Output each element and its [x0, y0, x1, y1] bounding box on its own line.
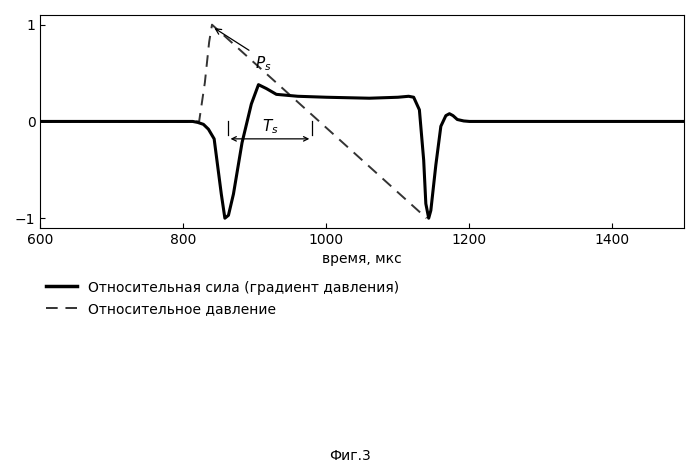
Text: Фиг.3: Фиг.3 [329, 449, 370, 463]
X-axis label: время, мкс: время, мкс [322, 252, 402, 266]
Legend: Относительная сила (градиент давления), Относительное давление: Относительная сила (градиент давления), … [41, 275, 405, 322]
Text: $P_s$: $P_s$ [255, 55, 271, 73]
Text: $T_s$: $T_s$ [261, 117, 278, 136]
